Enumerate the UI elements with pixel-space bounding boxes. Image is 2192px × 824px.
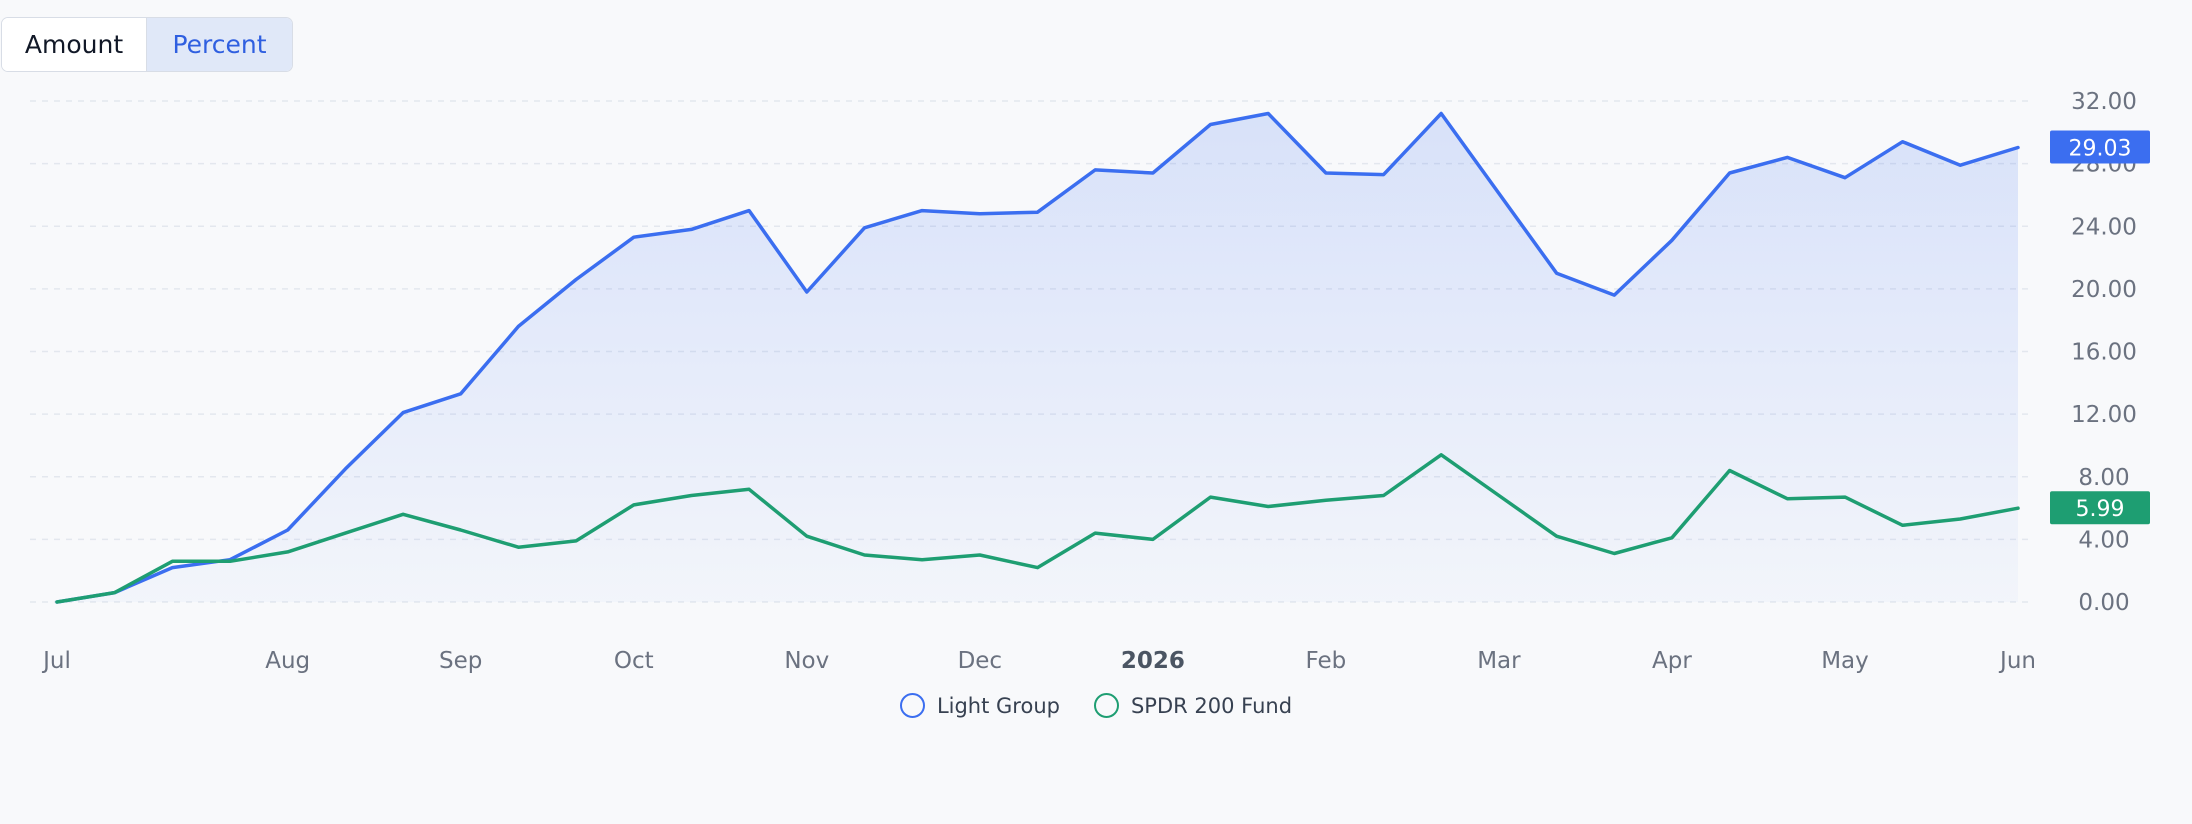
- chart-legend: Light Group SPDR 200 Fund: [0, 693, 2192, 718]
- percent-toggle-button[interactable]: Percent: [146, 18, 292, 71]
- x-tick-label: 2026: [1121, 648, 1185, 674]
- x-tick-label: May: [1821, 648, 1869, 674]
- spdr-last-value-badge: 5.99: [2050, 491, 2150, 525]
- y-tick-label: 20.00: [2071, 277, 2137, 303]
- spdr-200-fund-line: [55, 453, 2020, 604]
- legend-label: SPDR 200 Fund: [1130, 693, 1293, 718]
- y-tick-label: 12.00: [2071, 402, 2137, 428]
- y-tick-label: 0.00: [2078, 590, 2129, 616]
- x-tick-label: Aug: [265, 648, 310, 674]
- view-toggle: Amount Percent: [1, 17, 293, 72]
- legend-item-light-group[interactable]: Light Group: [899, 693, 1060, 718]
- light-group-line: [55, 111, 2020, 604]
- x-tick-label: Jun: [1998, 648, 2036, 674]
- x-tick-label: Nov: [784, 648, 829, 674]
- legend-item-spdr-200-fund[interactable]: SPDR 200 Fund: [1093, 693, 1293, 718]
- legend-label: Light Group: [936, 693, 1060, 718]
- y-tick-label: 32.00: [2071, 89, 2137, 115]
- x-tick-label: Jul: [41, 648, 71, 674]
- light-group-last-value-badge: 29.03: [2050, 130, 2150, 164]
- svg-text:29.03: 29.03: [2069, 137, 2132, 162]
- x-tick-label: Mar: [1477, 648, 1521, 674]
- x-tick-label: Apr: [1652, 648, 1692, 674]
- y-tick-label: 8.00: [2078, 465, 2129, 491]
- y-tick-label: 4.00: [2078, 527, 2129, 553]
- x-tick-label: Dec: [958, 648, 1003, 674]
- line-chart: 32.0028.0024.0020.0016.0012.008.004.000.…: [30, 89, 2150, 674]
- x-tick-label: Sep: [439, 648, 482, 674]
- light-group-area: [57, 113, 2018, 602]
- y-tick-label: 16.00: [2071, 340, 2137, 366]
- legend-circle-icon: [899, 693, 925, 718]
- y-tick-label: 24.00: [2071, 214, 2137, 240]
- amount-toggle-button[interactable]: Amount: [2, 18, 146, 71]
- x-tick-label: Feb: [1306, 648, 1347, 674]
- x-tick-label: Oct: [614, 648, 654, 674]
- legend-circle-icon: [1093, 693, 1119, 718]
- svg-text:5.99: 5.99: [2076, 497, 2125, 522]
